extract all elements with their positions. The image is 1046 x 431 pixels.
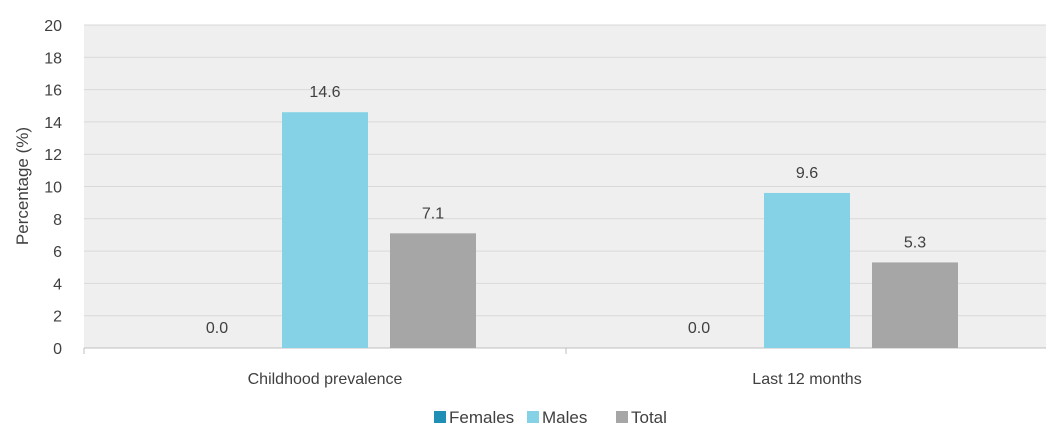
y-tick-label: 2 (53, 309, 62, 326)
bar-males-2 (764, 193, 850, 348)
y-tick-label: 10 (44, 180, 62, 197)
y-tick-label: 0 (53, 341, 62, 358)
legend-swatch-males (527, 411, 539, 423)
bar-males-1 (282, 112, 368, 348)
y-tick-label: 20 (44, 18, 62, 35)
bar-total-2 (872, 262, 958, 348)
data-label-females-2: 0.0 (688, 320, 710, 337)
y-axis-ticks: 0 2 4 6 8 10 12 14 16 18 20 (44, 18, 62, 358)
legend-label-males: Males (542, 408, 587, 427)
y-tick-label: 16 (44, 83, 62, 100)
bar-total-1 (390, 233, 476, 348)
y-tick-label: 18 (44, 50, 62, 67)
data-label-total-1: 7.1 (422, 205, 444, 222)
y-tick-label: 12 (44, 147, 62, 164)
legend: Females Males Total (434, 408, 667, 427)
data-label-females-1: 0.0 (206, 320, 228, 337)
y-tick-label: 6 (53, 244, 62, 261)
y-tick-label: 4 (53, 276, 62, 293)
data-label-males-1: 14.6 (309, 84, 340, 101)
category-label: Last 12 months (752, 371, 861, 388)
category-label: Childhood prevalence (248, 371, 403, 388)
category-labels: Childhood prevalence Last 12 months (248, 371, 862, 388)
legend-swatch-females (434, 411, 446, 423)
y-tick-label: 8 (53, 212, 62, 229)
data-label-males-2: 9.6 (796, 165, 818, 182)
legend-swatch-total (616, 411, 628, 423)
y-axis-title: Percentage (%) (13, 127, 32, 245)
y-tick-label: 14 (44, 115, 62, 132)
legend-label-females: Females (449, 408, 514, 427)
data-label-total-2: 5.3 (904, 234, 926, 251)
x-axis-tick-marks (84, 348, 1046, 354)
legend-label-total: Total (631, 408, 667, 427)
